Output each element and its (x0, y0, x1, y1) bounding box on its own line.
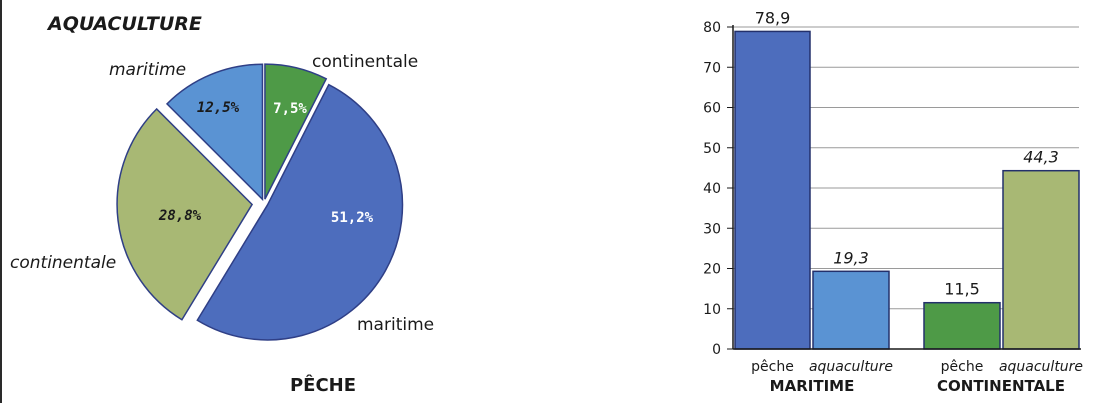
left-border (0, 0, 2, 403)
pie-slices (116, 63, 404, 341)
pie-chart: AQUACULTURE 7,5% continentale 51,2% maritim… (10, 13, 434, 396)
pie-slice (196, 83, 404, 341)
pie-slice (116, 107, 254, 321)
y-tick-label: 30 (703, 221, 721, 237)
pie-value-label: 28,8% (158, 208, 202, 224)
y-tick-label: 20 (703, 262, 721, 278)
y-tick-label: 80 (703, 20, 721, 36)
pie-bottom-label: PÊCHE (290, 374, 356, 396)
y-tick-label: 10 (703, 302, 721, 318)
pie-value-label: 12,5% (197, 100, 240, 116)
bar (1002, 169, 1080, 350)
pie-slice-label: maritime (357, 315, 434, 335)
pie-slice-label: continentale (10, 253, 116, 273)
y-tick-label: 50 (703, 141, 721, 157)
pie-value-label: 51,2% (331, 210, 374, 226)
bar (734, 30, 811, 350)
bar-grid (733, 26, 1079, 310)
bar-value-label: 44,3 (1023, 148, 1059, 167)
pie-slice-label: maritime (109, 60, 186, 80)
bar (923, 301, 1001, 350)
y-tick-label: 60 (703, 101, 721, 117)
bar-group-label: MARITIME (770, 377, 855, 395)
bar-value-label: 19,3 (833, 248, 869, 267)
y-tick-label: 40 (703, 181, 721, 197)
pie-top-label: AQUACULTURE (46, 13, 202, 35)
pie-slice-label: continentale (312, 52, 418, 72)
bar-axes (727, 25, 1081, 350)
bar-value-label: 11,5 (944, 280, 980, 299)
y-tick-label: 0 (712, 342, 721, 358)
bar (812, 270, 890, 350)
bar-bars (734, 30, 1080, 350)
bar-category-label: aquaculture (999, 359, 1083, 375)
bar-value-label: 78,9 (755, 8, 791, 27)
pie-slice (165, 63, 264, 202)
bar-category-label: pêche (751, 359, 794, 375)
bar-category-label: pêche (941, 359, 984, 375)
bar-category-label: aquaculture (809, 359, 893, 375)
pie-slice (264, 63, 328, 200)
pie-labels: 7,5% continentale 51,2% maritime 28,8% contin… (10, 52, 434, 335)
bar-group-label: CONTINENTALE (937, 377, 1065, 395)
pie-value-label: 7,5% (273, 101, 307, 117)
y-tick-label: 70 (703, 60, 721, 76)
bar-labels: 0 10 20 30 40 50 60 70 80 78,9 pêche 19,3 aquacultur… (703, 8, 1083, 395)
